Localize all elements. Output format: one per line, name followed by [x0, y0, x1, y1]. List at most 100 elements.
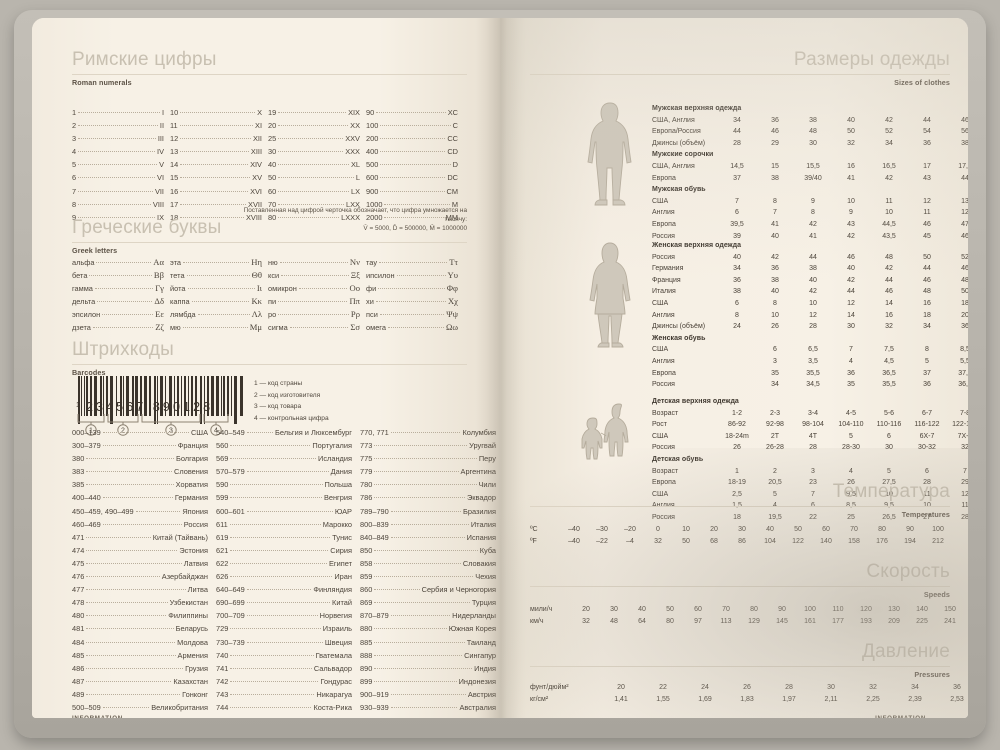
table-cell: 46	[885, 288, 893, 296]
right-page: Размеры одежды Sizes of clothes Мужская …	[500, 18, 968, 718]
table-cell: 13	[961, 197, 968, 205]
item-key: 840–849	[360, 532, 389, 542]
item-value: Армения	[177, 650, 208, 660]
leader-dots	[230, 680, 319, 682]
item-key: 520, 521	[72, 714, 101, 718]
list-item: 870–879 Нидерланды	[360, 609, 496, 622]
item-key: 486	[72, 663, 85, 673]
section-subtitle: Greek letters	[72, 246, 118, 255]
table-group-header: Мужская обувь	[652, 186, 706, 194]
item-key: 300–379	[72, 441, 101, 451]
table-cell: 44	[923, 265, 931, 273]
list-item: 729 Израиль	[216, 622, 352, 635]
list-item: эпсилон Εε	[72, 308, 164, 321]
item-value: Перу	[478, 454, 496, 464]
list-item: лямбда Λλ	[170, 308, 262, 321]
list-item: 888 Сингапур	[360, 649, 496, 662]
table-cell: 6X-7	[919, 432, 935, 440]
section-temperature: Температура Temperatures	[530, 482, 950, 519]
leader-dots	[396, 275, 446, 277]
table-cell: 41	[809, 232, 817, 240]
table-cell: 12	[923, 197, 931, 205]
row-label: Россия	[652, 381, 675, 389]
item-key: 500–509	[72, 702, 101, 712]
table-cell: 26	[733, 444, 741, 452]
item-value: C	[452, 121, 458, 131]
list-item: 626 Иран	[216, 570, 352, 583]
item-value: Швеция	[324, 637, 352, 647]
table-row: мили/ч 20 30 40 50 60 70 80 90 100 110 120 130 140 150	[530, 604, 964, 616]
table-cell: 44	[847, 288, 855, 296]
list-item: 19 XIX	[268, 106, 360, 119]
leader-dots	[180, 138, 251, 140]
leader-dots	[94, 288, 154, 290]
item-key: пси	[366, 310, 378, 320]
table-cell: 42	[809, 220, 817, 228]
barcode-bracket-icon: 1 2 3 4	[77, 414, 229, 436]
list-item: 400–440 Германия	[72, 491, 208, 504]
svg-text:2: 2	[121, 428, 125, 435]
item-value: Сербия и Черногория	[421, 585, 496, 595]
table-cell: 28-30	[842, 444, 860, 452]
leader-dots	[86, 641, 176, 643]
table-cell: 40	[638, 606, 646, 613]
list-item: 520, 521 Греция	[72, 714, 208, 718]
table-cell: 28	[733, 139, 741, 147]
table-cell: 4T	[808, 432, 818, 440]
pages-area: Римские цифры Roman numerals 1 I 2 II 3 III 4 I…	[32, 18, 968, 718]
list-item: хи Χχ	[366, 295, 458, 308]
table-cell: 130	[888, 606, 900, 613]
table-cell: 38	[961, 139, 968, 147]
table-cell: 6	[887, 432, 891, 440]
leader-dots	[246, 510, 333, 512]
item-value: Аргентина	[460, 467, 496, 477]
item-key: 729	[216, 624, 229, 634]
row-label: Россия	[652, 253, 675, 261]
list-item: 474 Эстония	[72, 544, 208, 557]
item-key: 930–939	[360, 702, 389, 712]
leader-dots	[380, 164, 451, 166]
list-item: 500–509 Великобритания	[72, 701, 208, 714]
leader-dots	[278, 164, 349, 166]
table-cell: 104-110	[838, 421, 864, 429]
item-value: Панама	[325, 714, 352, 718]
table-cell: 52	[885, 128, 893, 136]
section-title: Греческие буквы	[72, 217, 222, 238]
item-value: Новая Зеландия	[439, 714, 496, 718]
table-cell: 16	[885, 311, 893, 319]
list-item: 779 Аргентина	[360, 465, 496, 478]
list-item: каппа Κκ	[170, 295, 262, 308]
item-key: 70	[268, 199, 277, 209]
section-subtitle: Roman numerals	[72, 78, 132, 87]
table-cell: 34,5	[806, 381, 820, 389]
barcode-legend-item: 2 — код изготовителя	[254, 391, 321, 399]
table-cell: 10	[771, 311, 779, 319]
table-cell: 6-7	[921, 409, 933, 417]
item-key: эта	[170, 258, 182, 267]
item-key: фи	[366, 284, 377, 294]
item-key: 621	[216, 545, 229, 555]
list-item: ро Ρρ	[268, 308, 360, 321]
leader-dots	[230, 549, 329, 551]
leader-dots	[278, 301, 348, 303]
item-key: 17	[170, 199, 179, 209]
item-key: лямбда	[170, 310, 196, 320]
roman-column: 19 XIX 20 XX 25 XXV 30 XXX 40 XL 50 L 60 LX 70 LXX 80 LXX…	[268, 106, 360, 224]
leader-dots	[78, 177, 156, 179]
table-cell: 5	[849, 432, 853, 440]
table-row: Рост 86-92 92-98 98-104 104-110 110-116 116-12…	[652, 419, 968, 431]
item-value: Ββ	[153, 270, 164, 281]
table-cell: 50	[666, 606, 674, 613]
footer-label: INFORMATION	[72, 715, 123, 718]
item-value: Германия	[174, 493, 208, 503]
leader-dots	[180, 164, 249, 166]
table-cell: 44	[809, 253, 817, 261]
table-cell: 44	[733, 128, 741, 136]
pressure-table: фунт/дюйм² 20 22 24 26 28 30 32 34 36 кг/см² 1,41 1,…	[530, 682, 968, 706]
table-cell: 46	[923, 220, 931, 228]
leader-dots	[230, 706, 312, 708]
list-item: ню Νν	[268, 256, 360, 269]
item-key: 15	[170, 173, 179, 183]
